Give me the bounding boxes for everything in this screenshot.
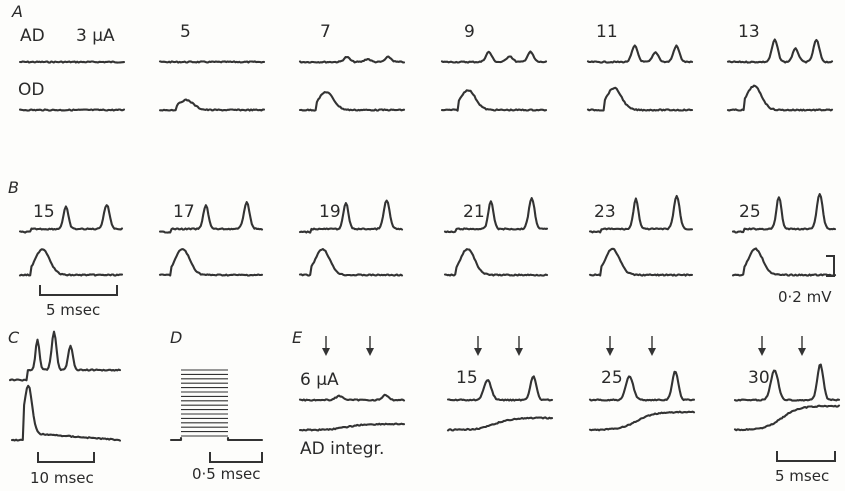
stim-label-b5: 23 (594, 202, 616, 222)
od-trace-b4 (443, 248, 549, 277)
stimulus-arrow-e1-1 (322, 336, 330, 356)
stim-label-a1: 3 μA (76, 26, 115, 46)
integrated-trace-e2 (446, 416, 554, 432)
od-trace-a5 (586, 86, 694, 112)
stimulus-arrow-e3-2 (648, 336, 656, 356)
integrated-trace-e3 (588, 410, 696, 432)
od-trace-b3 (298, 248, 404, 277)
stimulus-arrow-e2-1 (474, 336, 482, 356)
stim-label-e2: 15 (456, 368, 478, 388)
panel-label-e: E (292, 328, 303, 347)
od-trace-a3 (298, 91, 406, 112)
stim-label-b2: 17 (173, 202, 195, 222)
od-trace-a2 (158, 98, 266, 112)
od-trace-b2 (158, 248, 264, 277)
ad-trace-b4 (443, 197, 549, 234)
time-scale-b: 5 msec (46, 301, 101, 319)
ad-trace-b6 (731, 193, 837, 234)
od-trace-b5 (588, 247, 694, 277)
panel-label-d: D (170, 328, 183, 347)
ad-trace-e2 (446, 375, 554, 402)
stimulus-arrow-e3-1 (606, 336, 614, 356)
od-trace-a6 (726, 84, 834, 112)
stimulus-arrow-e2-2 (515, 336, 523, 356)
ad-trace-b1 (18, 204, 124, 234)
time-scale-e: 5 msec (775, 467, 830, 485)
ad-trace-a1 (18, 60, 126, 64)
ad-trace-a4 (440, 50, 548, 64)
row-label-od: OD (18, 80, 45, 100)
row-label-ad: AD (20, 26, 45, 46)
panel-label-a: A (12, 2, 23, 21)
time-scale-bar-c (37, 452, 95, 463)
baseline-d (169, 436, 264, 442)
stim-label-e3: 25 (601, 368, 623, 388)
ad-trace-a6 (726, 38, 834, 64)
stim-label-a5: 11 (596, 22, 618, 42)
stim-label-b4: 21 (463, 202, 485, 222)
time-scale-d: 0·5 msec (192, 465, 261, 483)
integrated-trace-e1 (298, 422, 406, 432)
ad-trace-c (8, 330, 122, 382)
od-trace-b6 (731, 247, 837, 277)
ad-trace-e1 (298, 393, 406, 402)
ad-trace-b3 (298, 199, 404, 234)
ad-trace-a3 (298, 55, 406, 64)
stimulus-arrow-e4-1 (758, 336, 766, 356)
trace-label-ad-integr: AD integr. (300, 439, 385, 459)
od-trace-a1 (18, 108, 126, 112)
stimulus-arrow-e1-2 (366, 336, 374, 356)
stim-label-b6: 25 (739, 202, 761, 222)
stim-label-a3: 7 (320, 22, 331, 42)
stim-label-b1: 15 (33, 202, 55, 222)
ad-trace-b5 (588, 194, 694, 234)
panel-label-b: B (8, 178, 19, 197)
ad-trace-a2 (158, 60, 266, 64)
ad-trace-b2 (158, 201, 264, 234)
stim-label-e1: 6 μA (300, 370, 339, 390)
stim-label-a2: 5 (180, 22, 191, 42)
voltage-scale-b: 0·2 mV (778, 288, 832, 306)
stim-label-b3: 19 (319, 202, 341, 222)
ad-trace-e4 (733, 363, 841, 402)
time-scale-bar-e (776, 451, 836, 462)
stim-label-a6: 13 (738, 22, 760, 42)
ad-trace-a5 (586, 44, 694, 64)
od-trace-a4 (440, 89, 548, 112)
ad-trace-e3 (588, 370, 696, 402)
time-scale-bar-b (39, 285, 118, 296)
stimulus-arrow-e4-2 (798, 336, 806, 356)
voltage-scale-bar-b (826, 255, 835, 277)
od-trace-c (10, 384, 122, 442)
od-trace-b1 (18, 248, 124, 277)
time-scale-bar-d (209, 452, 263, 463)
panel-label-c: C (8, 328, 20, 347)
time-scale-c: 10 msec (30, 469, 94, 487)
integrated-trace-e4 (733, 404, 841, 432)
stim-label-a4: 9 (464, 22, 475, 42)
stim-label-e4: 30 (748, 368, 770, 388)
